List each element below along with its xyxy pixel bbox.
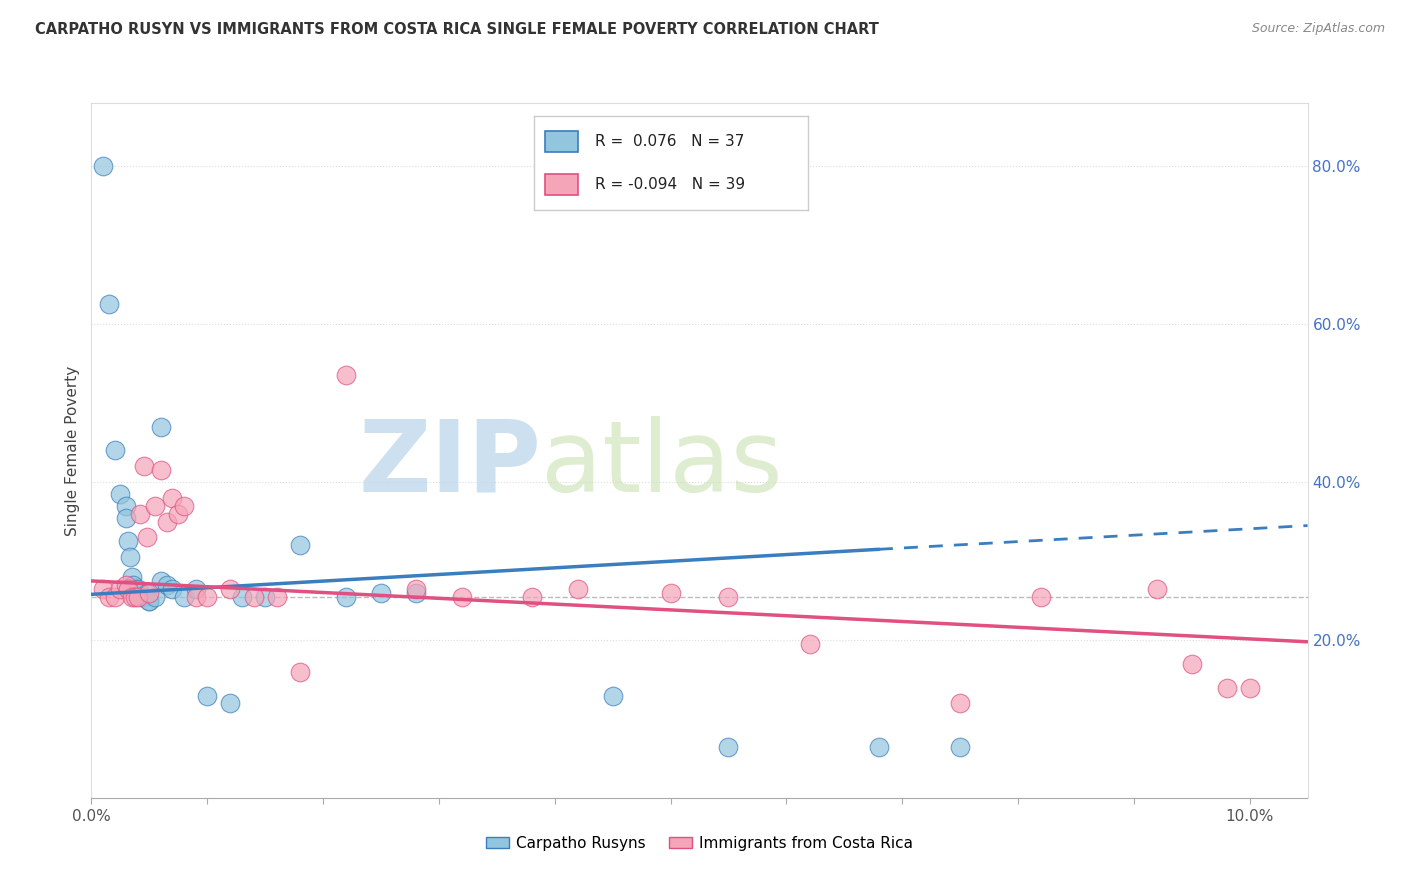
Point xyxy=(370,586,392,600)
Point xyxy=(288,665,311,679)
Legend: Carpatho Rusyns, Immigrants from Costa Rica: Carpatho Rusyns, Immigrants from Costa R… xyxy=(479,830,920,857)
Point xyxy=(602,689,624,703)
Point xyxy=(132,590,155,604)
Point xyxy=(219,697,242,711)
Point xyxy=(115,578,138,592)
Point xyxy=(173,590,195,604)
Point xyxy=(122,578,145,592)
Point xyxy=(1181,657,1204,671)
Point xyxy=(335,590,357,604)
Point xyxy=(138,593,160,607)
Point xyxy=(1146,582,1168,596)
Point xyxy=(266,590,288,604)
Point xyxy=(127,582,149,596)
Point xyxy=(132,459,155,474)
Point xyxy=(405,586,427,600)
Point xyxy=(195,689,218,703)
Point xyxy=(129,507,152,521)
Point xyxy=(162,582,184,596)
Point xyxy=(129,586,152,600)
Point xyxy=(124,582,146,596)
Point xyxy=(138,586,160,600)
Point xyxy=(520,590,543,604)
Point xyxy=(288,538,311,552)
Point xyxy=(405,582,427,596)
Point xyxy=(868,739,890,754)
Point xyxy=(219,582,242,596)
Point xyxy=(149,574,172,588)
Point xyxy=(195,590,218,604)
Point xyxy=(156,578,179,592)
Point xyxy=(184,582,207,596)
Point xyxy=(335,368,357,383)
Text: R = -0.094   N = 39: R = -0.094 N = 39 xyxy=(595,177,745,192)
Point xyxy=(110,582,132,596)
Point xyxy=(103,443,125,458)
Point xyxy=(156,515,179,529)
Point xyxy=(1215,681,1237,695)
Point xyxy=(97,297,120,311)
Point xyxy=(97,590,120,604)
Point xyxy=(138,593,160,607)
Point xyxy=(659,586,682,600)
Point xyxy=(91,582,114,596)
Point xyxy=(124,590,146,604)
Point xyxy=(127,590,149,604)
Point xyxy=(949,697,972,711)
Point xyxy=(162,491,184,505)
Point xyxy=(799,637,821,651)
Point xyxy=(254,590,277,604)
Point xyxy=(115,510,138,524)
Point xyxy=(717,590,740,604)
Point xyxy=(173,499,195,513)
Text: R =  0.076   N = 37: R = 0.076 N = 37 xyxy=(595,134,744,149)
Point xyxy=(91,159,114,173)
Point xyxy=(949,739,972,754)
Point xyxy=(149,463,172,477)
Point xyxy=(184,590,207,604)
Point xyxy=(115,499,138,513)
Point xyxy=(121,570,143,584)
FancyBboxPatch shape xyxy=(546,131,578,152)
Point xyxy=(143,499,166,513)
Point xyxy=(143,590,166,604)
Point xyxy=(149,419,172,434)
FancyBboxPatch shape xyxy=(546,174,578,194)
Point xyxy=(110,487,132,501)
Point xyxy=(136,530,159,544)
Point xyxy=(136,586,159,600)
Point xyxy=(1031,590,1053,604)
Point xyxy=(451,590,474,604)
Point xyxy=(103,590,125,604)
Point xyxy=(242,590,264,604)
Point xyxy=(118,550,141,565)
Point xyxy=(717,739,740,754)
Point xyxy=(117,582,139,596)
Point xyxy=(167,507,190,521)
Text: CARPATHO RUSYN VS IMMIGRANTS FROM COSTA RICA SINGLE FEMALE POVERTY CORRELATION C: CARPATHO RUSYN VS IMMIGRANTS FROM COSTA … xyxy=(35,22,879,37)
Text: Source: ZipAtlas.com: Source: ZipAtlas.com xyxy=(1251,22,1385,36)
Point xyxy=(1239,681,1261,695)
Point xyxy=(121,590,143,604)
Point xyxy=(117,534,139,549)
Point xyxy=(131,590,153,604)
Point xyxy=(567,582,589,596)
Text: atlas: atlas xyxy=(541,416,783,513)
Y-axis label: Single Female Poverty: Single Female Poverty xyxy=(65,366,80,535)
Point xyxy=(231,590,253,604)
Text: ZIP: ZIP xyxy=(359,416,541,513)
